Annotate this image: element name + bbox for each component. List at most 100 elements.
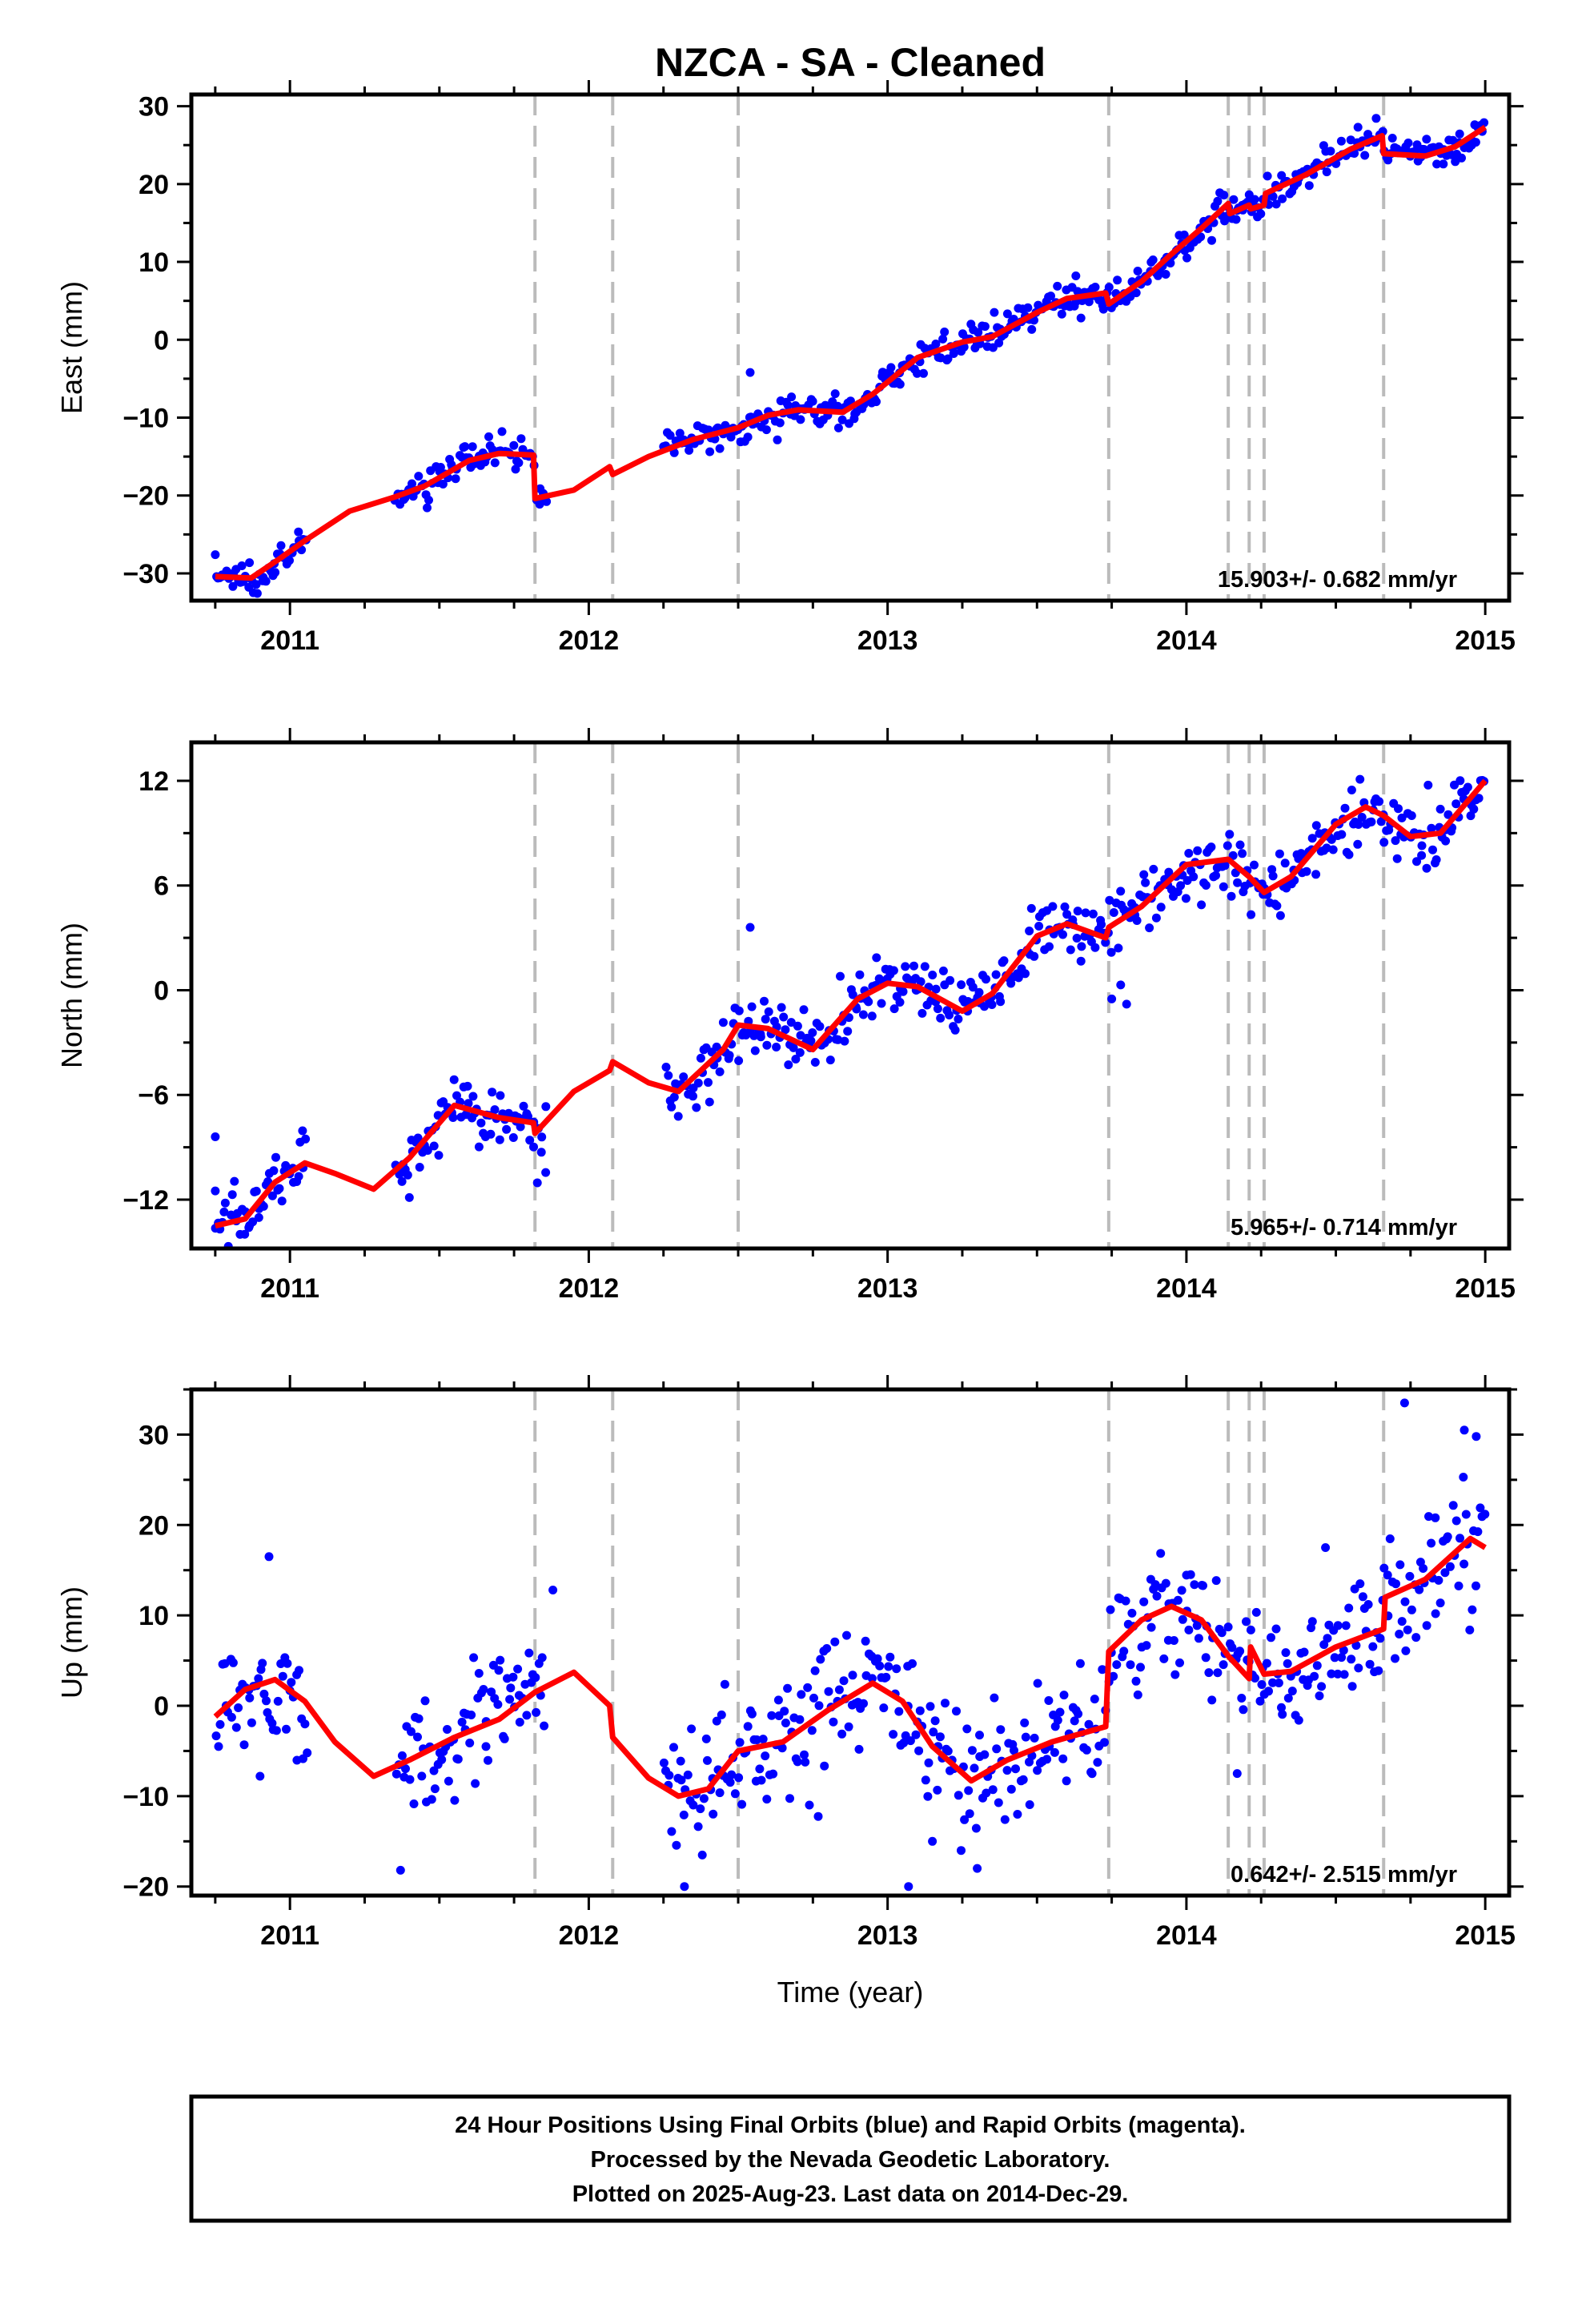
east-data-point — [1371, 114, 1381, 123]
north-data-point — [219, 1207, 229, 1216]
up-data-point — [1333, 1621, 1343, 1630]
east-data-point — [931, 340, 941, 348]
up-data-point — [264, 1552, 274, 1562]
up-data-point — [215, 1719, 225, 1729]
north-data-point — [1060, 902, 1070, 911]
up-data-point — [769, 1769, 778, 1779]
east-data-point — [919, 368, 928, 378]
up-data-point — [758, 1735, 768, 1744]
east-data-point — [1057, 309, 1066, 319]
north-data-point — [1267, 865, 1277, 875]
north-data-point — [806, 1036, 816, 1046]
north-data-point — [1097, 919, 1106, 929]
up-data-point — [1419, 1564, 1428, 1573]
east-x-tick-label: 2013 — [857, 625, 918, 656]
east-data-point — [1046, 292, 1055, 301]
east-panel: 2011 2012 2013 2014 2015 −30 −20 −10 0 10 20 30 East… — [55, 80, 1524, 656]
north-data-point — [413, 1133, 423, 1143]
north-data-point — [747, 1002, 757, 1011]
up-data-point — [1255, 1696, 1265, 1706]
north-data-point — [789, 1043, 798, 1052]
east-data-point — [271, 568, 280, 577]
up-data-point — [755, 1764, 765, 1774]
up-data-point — [259, 1689, 269, 1699]
up-data-point — [1268, 1678, 1278, 1687]
up-data-point — [803, 1683, 813, 1692]
north-data-point — [1392, 854, 1402, 863]
up-data-point — [1317, 1682, 1327, 1691]
east-data-point — [245, 558, 255, 568]
up-data-point — [761, 1751, 770, 1761]
up-data-point — [1018, 1775, 1028, 1784]
up-y-axis-label: Up (mm) — [55, 1586, 88, 1699]
up-data-point — [1465, 1625, 1475, 1634]
north-panel: 2011 2012 2013 2014 2015 −12 −6 0 6 12 North (mm) 5… — [55, 728, 1524, 1304]
east-data-point — [775, 418, 785, 428]
up-data-point — [867, 1674, 877, 1683]
up-data-point — [1100, 1738, 1109, 1747]
up-y-tick-label: 0 — [154, 1691, 169, 1722]
north-data-point — [1394, 804, 1403, 814]
east-data-point — [1304, 181, 1314, 191]
north-data-point — [1014, 973, 1023, 983]
north-data-point — [1073, 907, 1082, 916]
up-data-point — [443, 1725, 452, 1734]
north-data-point — [271, 1152, 280, 1162]
east-plot-frame — [189, 92, 1512, 603]
east-data-point — [468, 442, 477, 452]
up-data-point — [1156, 1549, 1166, 1558]
up-data-point — [1119, 1647, 1129, 1656]
north-data-point — [1207, 842, 1216, 852]
up-data-point — [926, 1702, 935, 1711]
up-data-point — [1199, 1581, 1207, 1590]
up-data-point — [1310, 1671, 1319, 1681]
up-data-point — [683, 1770, 693, 1779]
east-data-point — [980, 322, 990, 332]
up-data-point — [929, 1727, 938, 1737]
north-data-point — [1311, 870, 1321, 879]
north-data-point — [938, 966, 948, 975]
east-data-point — [1278, 194, 1287, 203]
north-data-point — [1030, 951, 1039, 961]
north-x-tick-label: 2012 — [559, 1273, 620, 1304]
east-data-point — [1213, 196, 1223, 206]
north-data-point — [1355, 774, 1365, 784]
up-data-point — [1251, 1674, 1259, 1683]
north-data-point — [664, 1071, 673, 1080]
north-data-point — [1066, 945, 1075, 955]
up-data-point — [1232, 1769, 1242, 1779]
up-data-point — [717, 1710, 726, 1719]
north-y-ticks: −12 −6 0 6 12 — [122, 766, 1524, 1216]
north-data-point — [496, 1091, 505, 1100]
up-data-point — [1139, 1597, 1149, 1606]
east-data-point — [1263, 171, 1272, 181]
north-data-point — [777, 1003, 786, 1012]
up-data-point — [822, 1644, 832, 1653]
north-data-point — [508, 1133, 518, 1142]
east-data-point — [1229, 195, 1239, 204]
north-data-point — [1106, 947, 1116, 957]
east-data-point — [808, 396, 817, 406]
up-data-point — [254, 1674, 263, 1683]
up-data-point — [537, 1653, 547, 1663]
up-data-point — [1121, 1596, 1130, 1606]
up-data-point — [479, 1685, 488, 1694]
up-data-point — [992, 1744, 1002, 1754]
up-data-point — [720, 1679, 729, 1689]
up-data-point — [1400, 1597, 1410, 1606]
north-data-point — [1189, 872, 1199, 882]
north-data-point — [294, 1172, 303, 1181]
north-data-point — [1302, 866, 1311, 876]
east-data-point — [943, 354, 953, 364]
up-data-point — [1431, 1513, 1440, 1522]
up-data-point — [1192, 1621, 1202, 1630]
up-data-point — [474, 1669, 484, 1678]
up-data-point — [780, 1707, 789, 1716]
up-data-point — [1385, 1534, 1395, 1543]
east-data-point — [1073, 287, 1082, 296]
footer-line-1: 24 Hour Positions Using Final Orbits (bl… — [455, 2113, 1246, 2138]
up-data-point — [531, 1673, 540, 1683]
up-data-point — [829, 1717, 838, 1727]
up-data-point — [1058, 1754, 1068, 1763]
north-data-point — [762, 1040, 772, 1050]
